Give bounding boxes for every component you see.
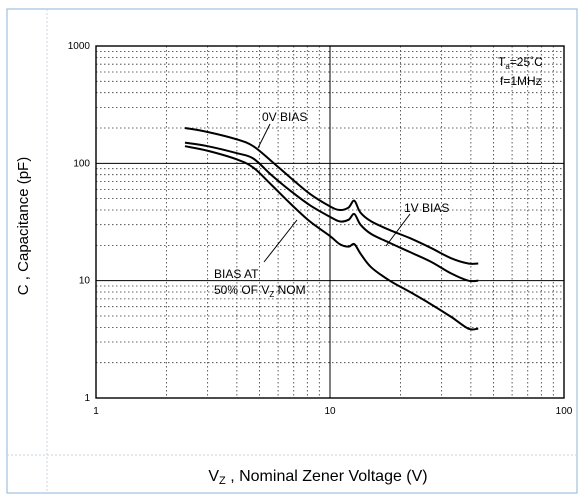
major-grid	[96, 46, 564, 398]
x-tick-label: 1	[93, 406, 99, 417]
x-tick-label: 10	[324, 406, 336, 417]
x-axis-rest: , Nominal Zener Voltage (V)	[226, 468, 428, 485]
x-tick-label: 100	[556, 406, 573, 417]
curves	[184, 127, 479, 331]
half-bias-sub: Z	[269, 290, 274, 299]
half-bias-leader	[263, 219, 298, 263]
y-tick-label: 100	[73, 158, 90, 169]
temperature-label: Ta=25˚C	[498, 55, 543, 71]
half-bias-main: 50% OF V	[214, 283, 269, 297]
series-line-3	[184, 145, 479, 331]
half-bias-label-line1: BIAS AT	[214, 267, 259, 281]
minor-grid	[96, 46, 564, 398]
plot-border	[95, 45, 565, 399]
x-axis-title: VZ , Nominal Zener Voltage (V)	[208, 468, 427, 487]
series-line-2	[184, 141, 479, 283]
temperature-rest: =25˚C	[510, 55, 543, 69]
x-axis-main: V	[208, 468, 219, 485]
half-bias-label-line2: 50% OF VZ NOM	[214, 283, 306, 299]
y-tick-label: 10	[79, 276, 91, 287]
one-bias-leader	[385, 213, 411, 247]
one-bias-label: 1V BIAS	[404, 201, 449, 215]
zero-bias-leader	[257, 123, 271, 149]
y-axis-title: C , Capacitance (pF)	[15, 157, 32, 295]
half-bias-rest: NOM	[274, 283, 305, 297]
tick-labels: 1 10 100 1000 100 10 1	[68, 41, 573, 417]
zero-bias-label: 0V BIAS	[262, 110, 307, 124]
y-tick-label: 1	[84, 393, 90, 404]
series-line-1	[184, 127, 479, 265]
frequency-label: f=1MHz	[500, 74, 542, 88]
temperature-main: T	[498, 55, 506, 69]
temperature-sub: a	[505, 62, 510, 71]
outer-border	[6, 8, 578, 494]
y-tick-label: 1000	[68, 41, 91, 52]
x-axis-sub: Z	[219, 475, 226, 487]
